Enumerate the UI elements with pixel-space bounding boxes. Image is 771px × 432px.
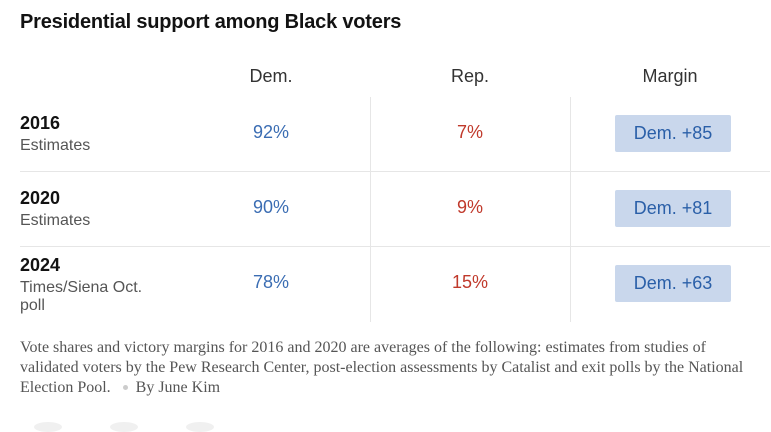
dem-share: 92%: [252, 122, 290, 142]
margin-badge: Dem. +85: [615, 115, 731, 152]
rep-share: 15%: [451, 272, 489, 292]
column-header-rep: Rep.: [450, 66, 490, 86]
share-buttons-partial: [0, 420, 771, 432]
column-divider: [570, 97, 571, 322]
row-source: Estimates: [20, 212, 91, 229]
row-year: 2016: [20, 113, 61, 133]
dem-share: 78%: [252, 272, 290, 292]
rep-share: 9%: [456, 197, 483, 217]
table-row: 2020 Estimates 90% 9% Dem. +81: [20, 172, 770, 247]
share-icon[interactable]: [186, 422, 214, 432]
chart-title: Presidential support among Black voters: [20, 11, 402, 33]
row-year: 2024: [20, 255, 61, 275]
row-year: 2020: [20, 188, 61, 208]
source-note: Vote shares and victory margins for 2016…: [20, 338, 760, 398]
rep-share: 7%: [456, 122, 483, 142]
note-text: Vote shares and victory margins for 2016…: [20, 339, 744, 396]
dem-share: 90%: [252, 197, 290, 217]
margin-badge: Dem. +81: [615, 190, 731, 227]
column-header-dem: Dem.: [249, 66, 293, 86]
column-divider: [370, 97, 371, 322]
column-header-margin: Margin: [642, 66, 698, 86]
row-source: Times/Siena Oct. poll: [20, 279, 143, 314]
row-source: Estimates: [20, 137, 91, 154]
table-row: 2016 Estimates 92% 7% Dem. +85: [20, 97, 770, 172]
byline: By June Kim: [135, 379, 221, 396]
margin-badge: Dem. +63: [615, 265, 731, 302]
separator-dot-icon: [122, 384, 128, 390]
share-icon[interactable]: [110, 422, 138, 432]
share-icon[interactable]: [34, 422, 62, 432]
table-row: 2024 Times/Siena Oct. poll 78% 15% Dem. …: [20, 247, 770, 322]
